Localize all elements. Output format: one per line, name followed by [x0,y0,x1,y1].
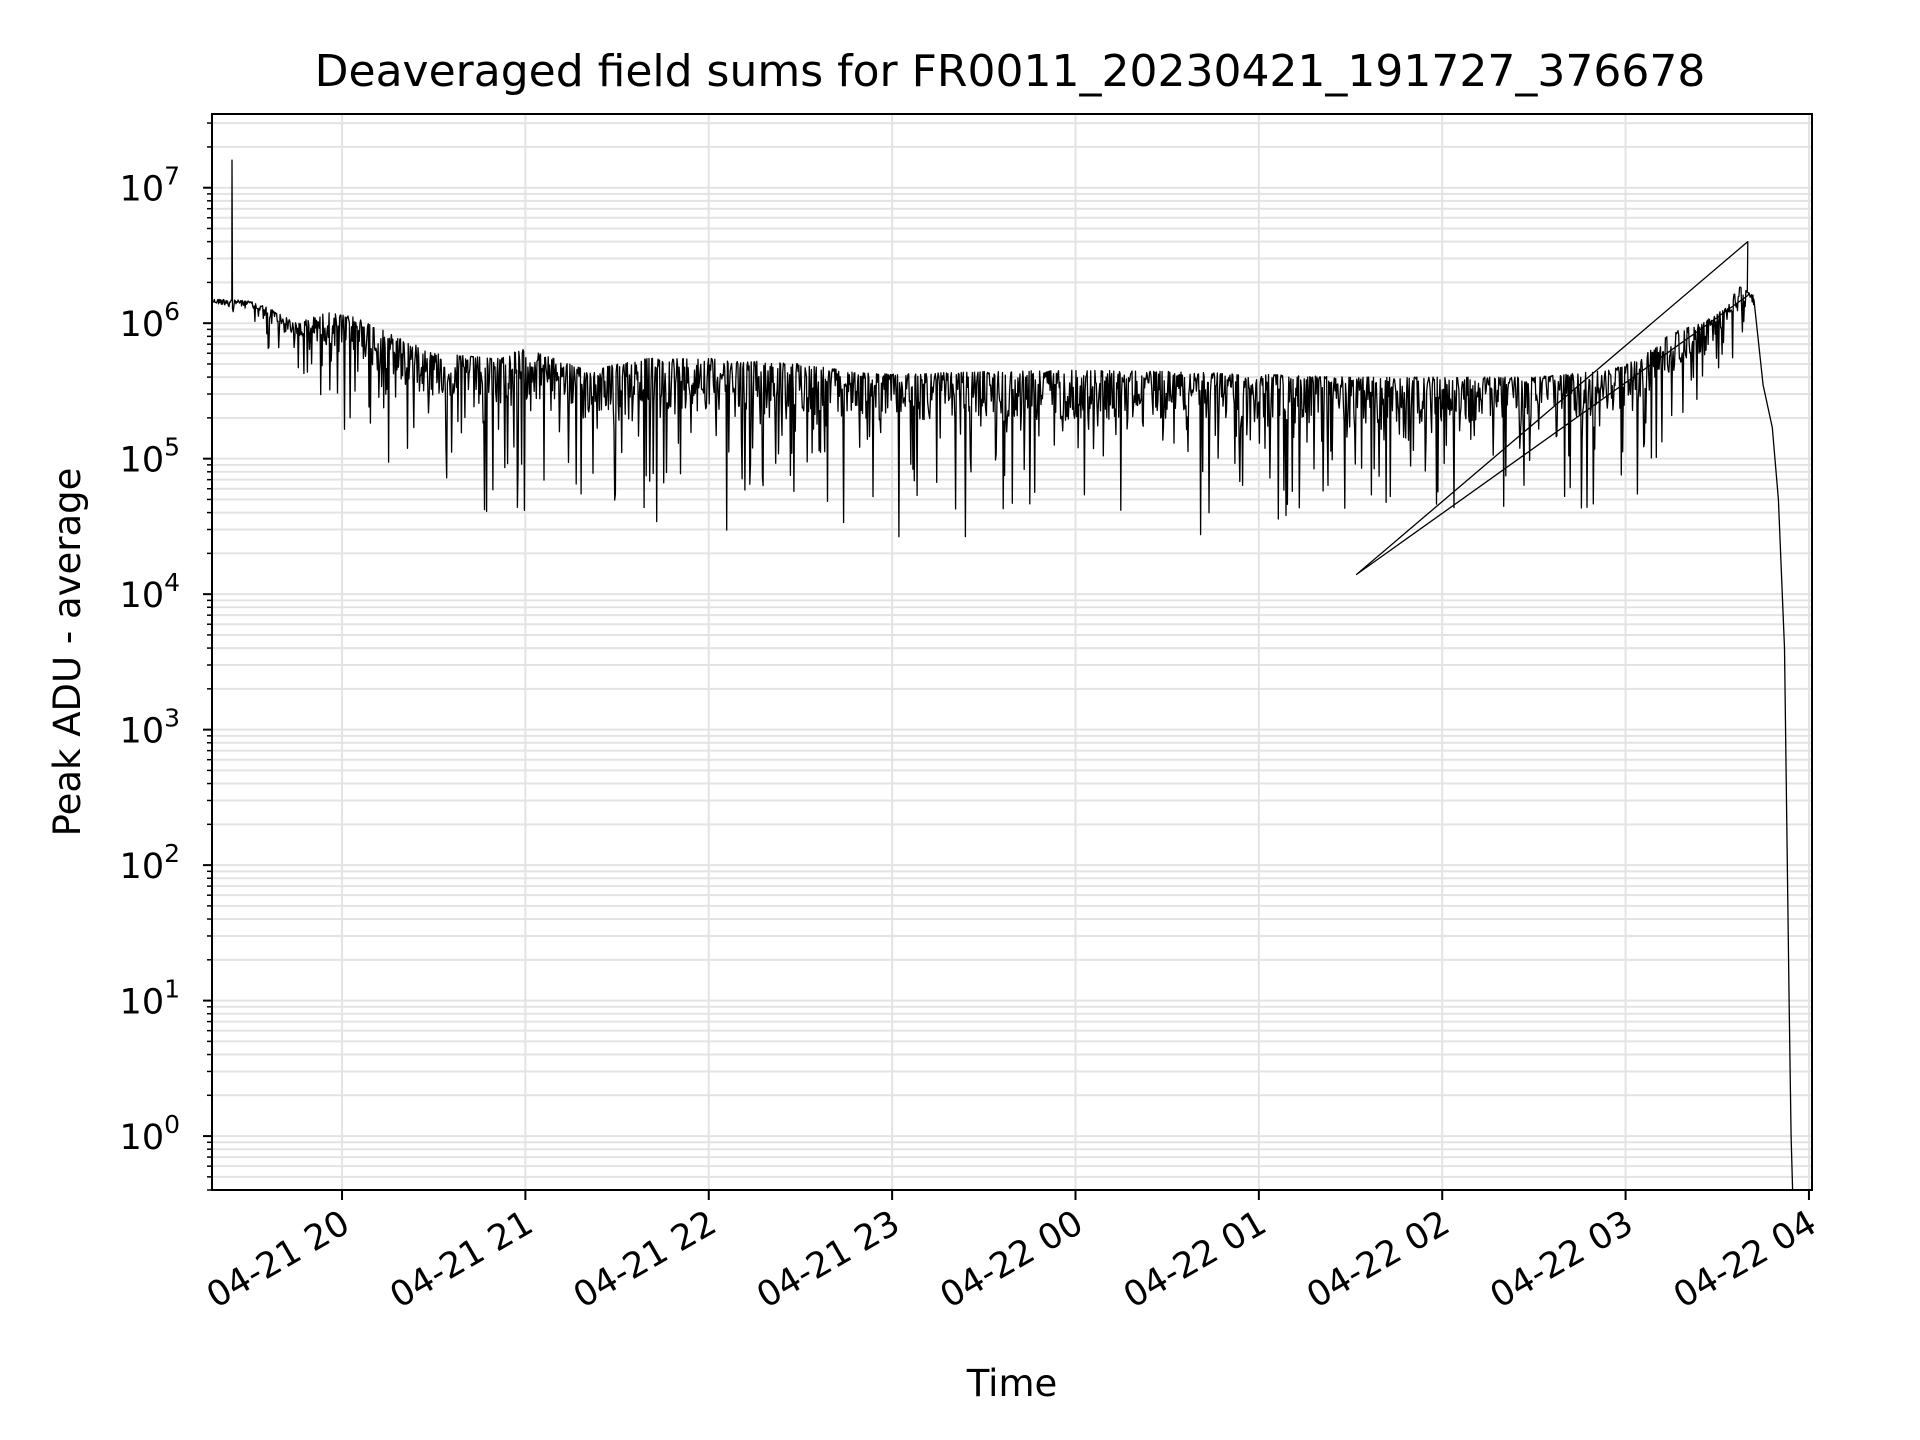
y-tick-exponent: 3 [164,704,180,733]
plot-area [212,159,1794,1191]
y-tick-exponent: 1 [164,975,180,1004]
y-tick-label: 106 [120,297,180,345]
y-tick-exponent: 6 [164,297,180,326]
x-axis-label: Time [966,1362,1058,1405]
y-tick-exponent: 0 [164,1110,180,1139]
y-tick-exponent: 4 [164,568,180,597]
y-tick-exponent: 2 [164,839,180,868]
chart-title: Deaveraged field sums for FR0011_2023042… [315,46,1706,97]
y-tick-exponent: 5 [164,433,180,462]
series-line [212,159,1794,1191]
grid [212,114,1812,1191]
y-axis-label: Peak ADU - average [46,468,89,837]
plot-frame [211,113,1813,1191]
y-tick-exponent: 7 [164,162,180,191]
